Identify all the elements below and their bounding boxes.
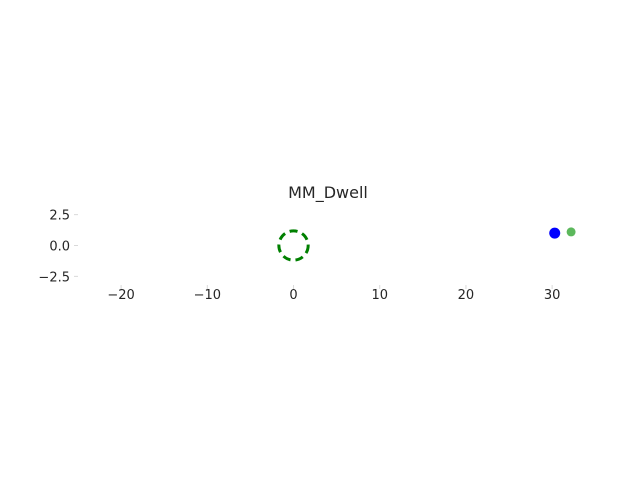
x-tick-label: −10	[194, 288, 221, 303]
plot-area	[277, 227, 576, 262]
y-axis: 2.5 0.0 −2.5	[38, 209, 78, 285]
x-tick-label: −20	[107, 288, 134, 303]
dashed-circle-mark	[277, 229, 310, 262]
y-tick-label: 2.5	[49, 209, 70, 224]
scatter-point	[566, 227, 576, 237]
x-tick-label: 20	[458, 288, 475, 303]
y-tick-label: 0.0	[49, 240, 70, 255]
chart-title: MM_Dwell	[288, 183, 368, 203]
y-tick-label: −2.5	[38, 270, 70, 285]
x-tick-label: 30	[544, 288, 561, 303]
x-axis: −20 −10 0 10 20 30	[107, 285, 560, 303]
scatter-point	[549, 227, 561, 239]
x-tick-label: 0	[289, 288, 297, 303]
x-tick-label: 10	[371, 288, 388, 303]
